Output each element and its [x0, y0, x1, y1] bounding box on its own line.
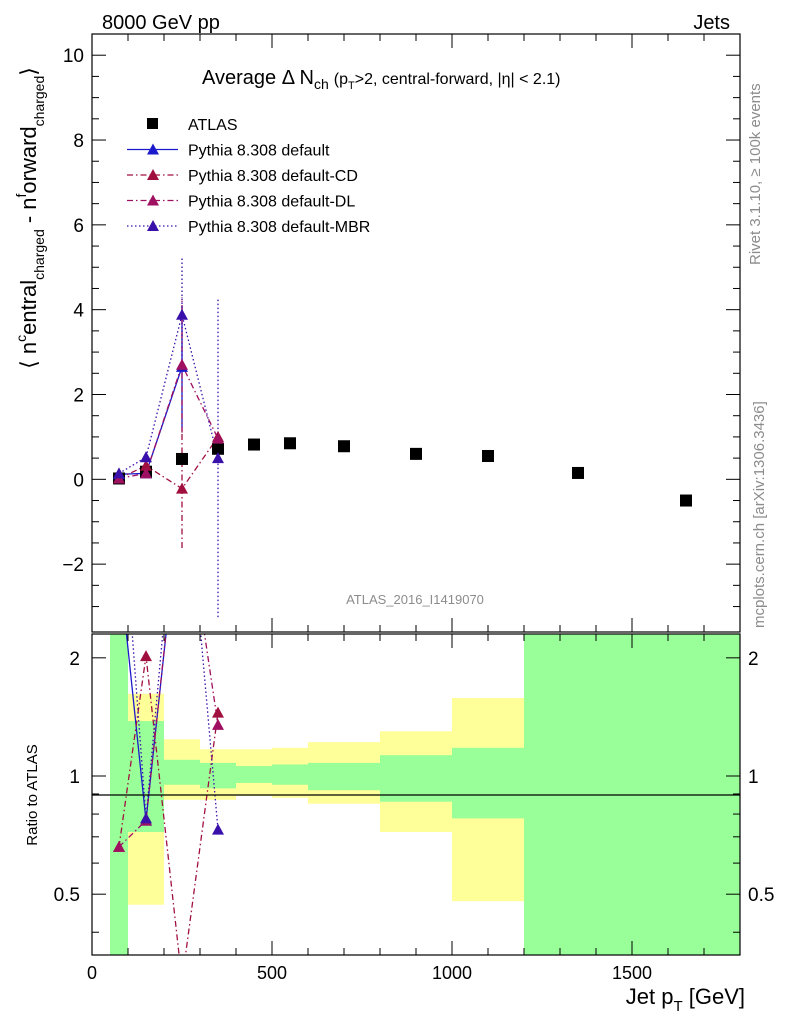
ratio-series-marker [212, 706, 224, 718]
main-ylabel: ⟨ ncentralcharged - nforwardcharged⟩ [13, 67, 47, 369]
ratio-series-marker [212, 718, 224, 730]
x-axis-label: Jet pT [GeV] [626, 984, 745, 1015]
y-tick-label: 0 [73, 470, 84, 491]
ratio-y-tick-label-right: 2 [748, 649, 759, 670]
series-marker [212, 452, 224, 464]
axis-ticks [91, 33, 741, 955]
legend-marker [147, 118, 158, 129]
series-marker [212, 432, 224, 444]
x-tick-label: 1500 [612, 963, 652, 983]
ratio-band-inner [164, 759, 200, 785]
series-marker [176, 358, 188, 370]
legend-marker [147, 169, 159, 180]
ratio-series-marker [140, 812, 152, 824]
legend-marker [147, 143, 159, 155]
ratio-y-tick-label-right: 0.5 [748, 885, 774, 906]
atlas-point [410, 447, 422, 460]
y-tick-label: −2 [62, 555, 84, 576]
legend-label: Pythia 8.308 default-DL [188, 194, 355, 211]
x-tick-label: 0 [87, 963, 97, 983]
series-marker [176, 308, 188, 320]
atlas-point [482, 449, 494, 462]
legend: ATLAS Pythia 8.308 default Pythia 8.308 de… [127, 117, 370, 236]
legend-marker [147, 194, 159, 206]
ratio-y-tick-label-left: 2 [69, 649, 80, 670]
ratio-series-line [118, 656, 219, 955]
ratio-band-inner [200, 762, 236, 789]
main-series-lines [118, 257, 219, 618]
y-tick-label: 4 [73, 301, 84, 322]
mcplots-reference-text: mcplots.cern.ch [arXiv:1306.3436] [751, 401, 768, 628]
ratio-series-marker [212, 823, 224, 835]
y-tick-label: 6 [73, 216, 84, 237]
legend-label: Pythia 8.308 default-MBR [188, 219, 370, 236]
axis-tick-labels: 0 500 1000 1500 −2 0 2 4 6 8 10 0.5 0.5 1 1 2 2 [54, 46, 775, 983]
ratio-y-tick-label-right: 1 [748, 767, 759, 788]
atlas-point [338, 440, 350, 453]
y-tick-label: 8 [73, 131, 84, 152]
atlas-point [176, 452, 188, 465]
ratio-y-tick-label-left: 0.5 [54, 885, 80, 906]
ratio-band-inner [272, 764, 308, 785]
legend-label: ATLAS [188, 117, 238, 134]
atlas-point [284, 437, 296, 450]
x-tick-label: 500 [257, 963, 287, 983]
ratio-ylabel: Ratio to ATLAS [24, 744, 41, 845]
main-series-markers [113, 308, 692, 507]
ratio-band-inner [452, 747, 524, 819]
series-marker [140, 459, 152, 471]
header-right: Jets [693, 12, 730, 34]
series-line [118, 363, 219, 480]
y-tick-label: 2 [73, 385, 84, 406]
series-line [118, 436, 219, 490]
series-marker [140, 467, 152, 479]
ratio-series-line [131, 634, 219, 830]
atlas-point [212, 442, 224, 455]
series-line [118, 314, 219, 474]
rivet-version-text: Rivet 3.1.10, ≥ 100k events [747, 83, 764, 265]
atlas-point [680, 494, 692, 507]
ratio-series-marker [113, 840, 125, 852]
analysis-watermark: ATLAS_2016_I1419070 [346, 592, 484, 607]
ratio-band-inner [380, 755, 452, 802]
plot-title: Average Δ Nch (pT>2, central-forward, |η|… [202, 67, 561, 92]
ratio-band-inner [308, 762, 380, 791]
legend-label: Pythia 8.308 default-CD [188, 168, 358, 185]
ratio-series-markers [113, 650, 224, 852]
x-tick-label: 1000 [432, 963, 472, 983]
atlas-point [572, 466, 584, 479]
ratio-band-inner [236, 766, 272, 783]
legend-label: Pythia 8.308 default [188, 143, 330, 160]
y-tick-label: 10 [63, 46, 84, 67]
atlas-point [248, 438, 260, 451]
ratio-series-marker [140, 650, 152, 662]
ratio-series-line [118, 634, 219, 848]
header-left: 8000 GeV pp [102, 12, 220, 34]
series-marker [176, 482, 188, 494]
legend-marker [147, 220, 159, 231]
series-marker [113, 467, 125, 479]
series-marker [140, 451, 152, 463]
ratio-y-tick-label-left: 1 [69, 767, 80, 788]
